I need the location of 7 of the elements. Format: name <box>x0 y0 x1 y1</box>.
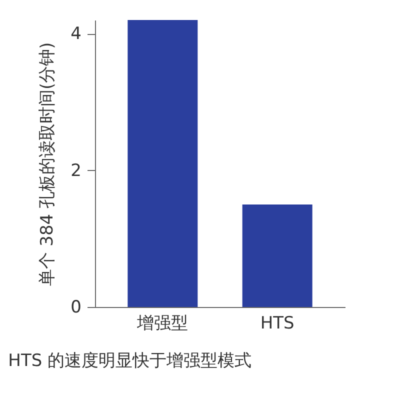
x-tick-label: 增强型 <box>136 314 188 334</box>
y-tick-label: 0 <box>70 298 82 318</box>
y-axis-title: 单个 384 孔板的读取时间(分钟) <box>38 42 58 286</box>
y-tick-label: 4 <box>70 24 82 44</box>
x-tick-label: HTS <box>260 314 294 334</box>
y-tick-label: 2 <box>70 160 82 181</box>
text: HTS 的速度明显快于增强型模式 <box>8 351 252 371</box>
